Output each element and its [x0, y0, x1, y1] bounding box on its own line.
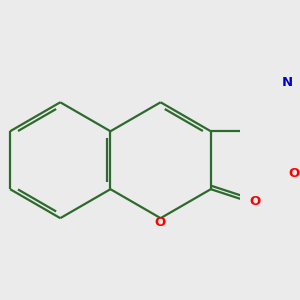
Text: O: O — [154, 216, 166, 230]
Text: O: O — [250, 195, 261, 208]
Text: N: N — [282, 76, 293, 89]
Text: O: O — [289, 167, 300, 180]
